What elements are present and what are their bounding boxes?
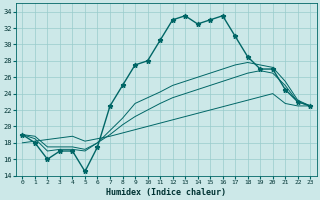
X-axis label: Humidex (Indice chaleur): Humidex (Indice chaleur) xyxy=(106,188,226,197)
